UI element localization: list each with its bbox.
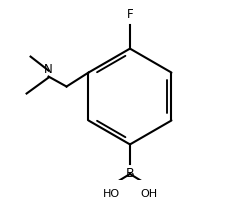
Text: F: F	[126, 8, 133, 21]
Text: B: B	[125, 167, 134, 180]
Text: OH: OH	[140, 188, 157, 198]
Text: HO: HO	[102, 188, 119, 198]
Text: N: N	[44, 63, 53, 76]
